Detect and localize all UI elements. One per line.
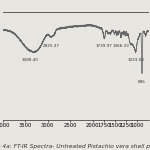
Text: Figure 4a: FT-IR Spectra- Untreated Pistachio vera shell powder: Figure 4a: FT-IR Spectra- Untreated Pist… <box>0 144 150 149</box>
Text: 3388.40: 3388.40 <box>22 58 39 62</box>
Text: 896: 896 <box>138 80 146 84</box>
Text: 2925.37: 2925.37 <box>43 44 60 48</box>
Text: 1033.53: 1033.53 <box>127 58 144 62</box>
Text: 1739.97: 1739.97 <box>96 44 113 48</box>
Text: 1366.33: 1366.33 <box>112 44 129 48</box>
